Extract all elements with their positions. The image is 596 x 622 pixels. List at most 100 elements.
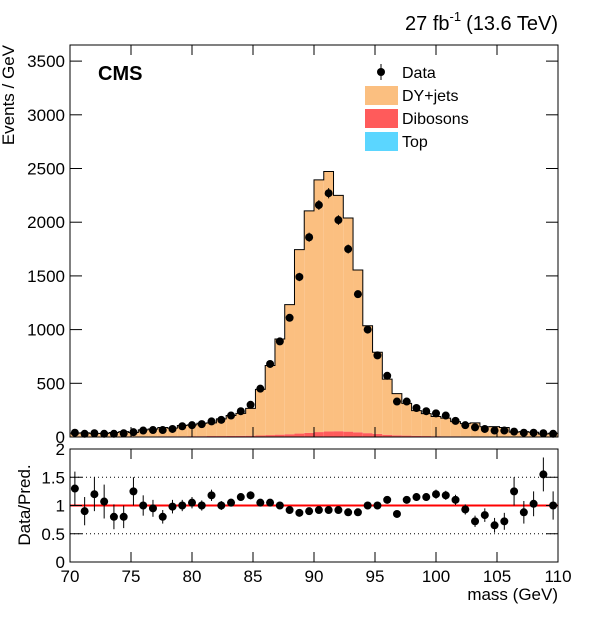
data-point — [109, 512, 118, 521]
histogram-bar — [284, 304, 295, 435]
data-point — [334, 216, 343, 225]
histogram-bar — [421, 436, 432, 437]
x-tick-label: 110 — [544, 567, 571, 586]
data-point — [109, 429, 118, 438]
data-point — [422, 493, 431, 502]
data-point — [246, 400, 255, 409]
data-point — [139, 501, 148, 510]
data-point — [539, 470, 548, 479]
legend-marker — [377, 68, 385, 76]
data-point — [90, 429, 99, 438]
y-tick-label: 0 — [56, 553, 65, 572]
histogram-bar — [343, 218, 354, 432]
histogram-bar — [255, 435, 266, 437]
data-point — [480, 424, 489, 433]
histogram-bar — [362, 325, 373, 434]
histogram-bar — [460, 423, 471, 437]
histogram-bar — [353, 432, 363, 437]
y-tick-label: 1500 — [27, 267, 65, 286]
legend-swatch — [365, 86, 398, 105]
data-point — [500, 426, 509, 435]
lumi-exponent: -1 — [450, 9, 462, 24]
data-point — [480, 511, 489, 520]
x-tick-label: 75 — [122, 567, 141, 586]
histogram-bar — [284, 434, 295, 437]
data-point — [295, 508, 304, 517]
data-point — [353, 508, 362, 517]
histogram-bar — [382, 379, 393, 435]
data-point — [266, 498, 275, 507]
data-point — [197, 501, 206, 510]
histogram-bar — [274, 339, 285, 435]
histogram-bar — [274, 434, 285, 437]
data-point — [285, 506, 294, 515]
histogram-bar — [353, 269, 363, 433]
legend-label: Data — [402, 65, 436, 82]
histogram-bar — [382, 434, 393, 437]
experiment-label: CMS — [98, 63, 142, 85]
x-tick-label: 95 — [366, 567, 385, 586]
y-tick-label: 0.5 — [41, 525, 65, 544]
data-point — [217, 501, 226, 510]
data-point — [119, 429, 128, 438]
data-point — [363, 501, 372, 510]
data-point — [119, 512, 128, 521]
data-point — [402, 397, 411, 406]
data-point — [461, 421, 470, 430]
data-point — [451, 416, 460, 425]
histogram-bar — [216, 436, 227, 437]
data-point — [510, 487, 519, 496]
histogram-bar — [372, 352, 383, 434]
histogram-bar — [206, 422, 217, 437]
histogram-bar — [245, 408, 256, 436]
data-point — [285, 313, 294, 322]
histogram-bar — [265, 365, 275, 436]
y-tick-label: 3500 — [27, 52, 65, 71]
data-point — [383, 495, 392, 504]
data-point — [529, 428, 538, 437]
histogram-bar — [392, 435, 402, 437]
data-point — [236, 407, 245, 416]
data-point — [275, 337, 284, 346]
data-point — [100, 429, 109, 438]
data-point — [519, 428, 528, 437]
data-point — [168, 502, 177, 511]
histogram-bar — [177, 425, 188, 437]
histogram-bar — [401, 435, 412, 437]
y-tick-label: 1 — [56, 497, 65, 516]
data-point — [188, 498, 196, 507]
histogram-bar — [362, 433, 373, 437]
data-point — [402, 495, 411, 504]
y-tick-label: 2500 — [27, 160, 65, 179]
data-point — [373, 351, 382, 360]
data-point — [510, 427, 519, 436]
y-tick-label: 3000 — [27, 106, 65, 125]
data-point — [412, 404, 421, 413]
data-point — [168, 424, 177, 433]
data-point — [432, 490, 440, 499]
data-point — [383, 371, 392, 380]
data-point — [129, 487, 138, 496]
x-tick-label: 100 — [422, 567, 450, 586]
y-tick-label: 1000 — [27, 321, 65, 340]
y-tick-label: 500 — [37, 374, 65, 393]
data-point — [529, 499, 538, 508]
histogram-bar — [314, 432, 324, 437]
histogram-bar — [235, 413, 246, 436]
histogram-bar — [294, 249, 305, 434]
histogram-bar — [226, 435, 236, 437]
histogram-bar — [294, 433, 305, 437]
ratio-y-axis-title: Data/Pred. — [15, 464, 34, 545]
histogram-bar — [304, 210, 314, 433]
legend-label: DY+jets — [402, 88, 458, 105]
histogram-bar — [372, 433, 383, 437]
data-point — [539, 429, 548, 438]
data-point — [432, 409, 440, 418]
data-point — [471, 423, 480, 432]
histogram-bar — [196, 436, 207, 437]
data-point — [178, 422, 187, 431]
y-tick-label: 2 — [56, 440, 65, 459]
x-tick-label: 105 — [483, 567, 511, 586]
data-point — [441, 411, 450, 420]
